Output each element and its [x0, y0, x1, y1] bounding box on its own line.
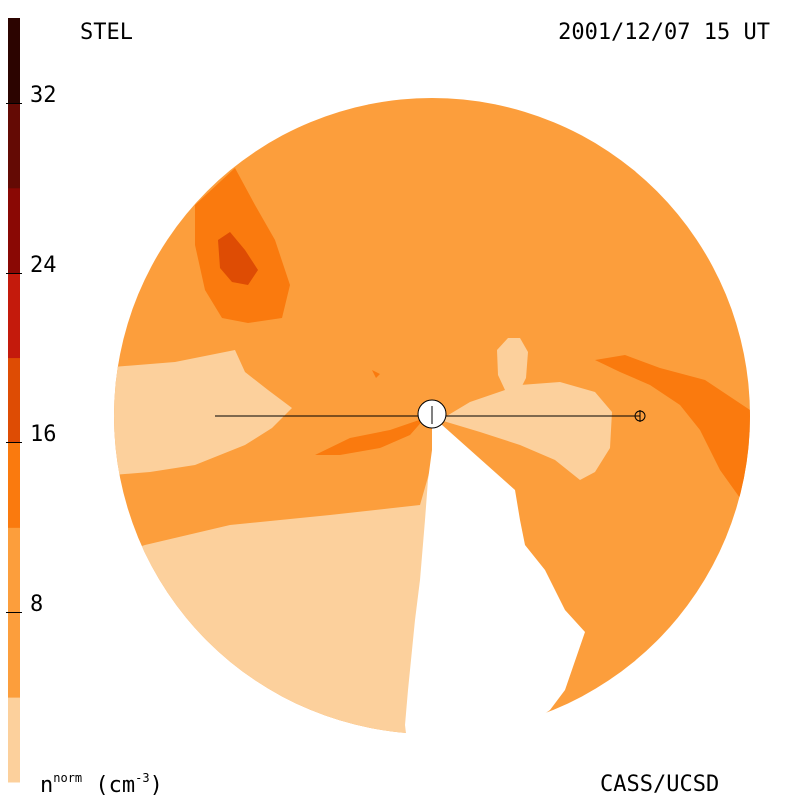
colorbar-tick-label: 8 [30, 592, 44, 618]
colorbar-band-4 [8, 272, 20, 359]
region-light-left [114, 350, 292, 476]
credit-label: CASS/UCSD [600, 772, 720, 797]
region-small-mark [372, 370, 380, 378]
colorbar-band-7 [8, 18, 20, 104]
unit-superscript: -3 [135, 771, 150, 785]
region-light-right [440, 382, 612, 480]
observatory-label: STEL [80, 20, 133, 45]
colorbar-band-3 [8, 357, 20, 443]
unit-close: ) [149, 773, 163, 798]
region-light-blob [497, 338, 528, 390]
colorbar-tick-0 [6, 102, 22, 104]
colorbar-band-6 [8, 102, 20, 189]
quantity-superscript: norm [53, 771, 83, 785]
quantity-symbol: n [40, 773, 54, 798]
colorbar-units-label: nnorm (cm-3) [40, 772, 163, 797]
colorbar-tick-2 [6, 442, 22, 444]
colorbar-tick-label: 24 [30, 252, 57, 278]
colorbar-tick-3 [6, 612, 22, 614]
colorbar-band-5 [8, 187, 20, 274]
unit-open: (cm [95, 773, 136, 798]
colorbar-tick-label: 16 [30, 422, 57, 448]
colorbar-tick-label: 32 [30, 82, 57, 108]
region-high-upper-left [195, 168, 290, 323]
region-peak-upper-left [218, 232, 258, 285]
data-gap-wedge [405, 416, 585, 760]
density-colorbar [8, 18, 20, 783]
region-high-right [595, 355, 750, 520]
region-high-center [315, 418, 425, 455]
colorbar-tick-1 [6, 272, 22, 274]
colorbar-band-2 [8, 442, 20, 528]
colorbar-band-0 [8, 697, 20, 783]
datetime-label: 2001/12/07 15 UT [558, 20, 770, 45]
